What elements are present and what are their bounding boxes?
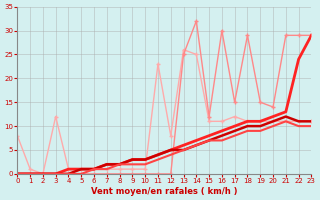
X-axis label: Vent moyen/en rafales ( km/h ): Vent moyen/en rafales ( km/h )	[91, 187, 238, 196]
